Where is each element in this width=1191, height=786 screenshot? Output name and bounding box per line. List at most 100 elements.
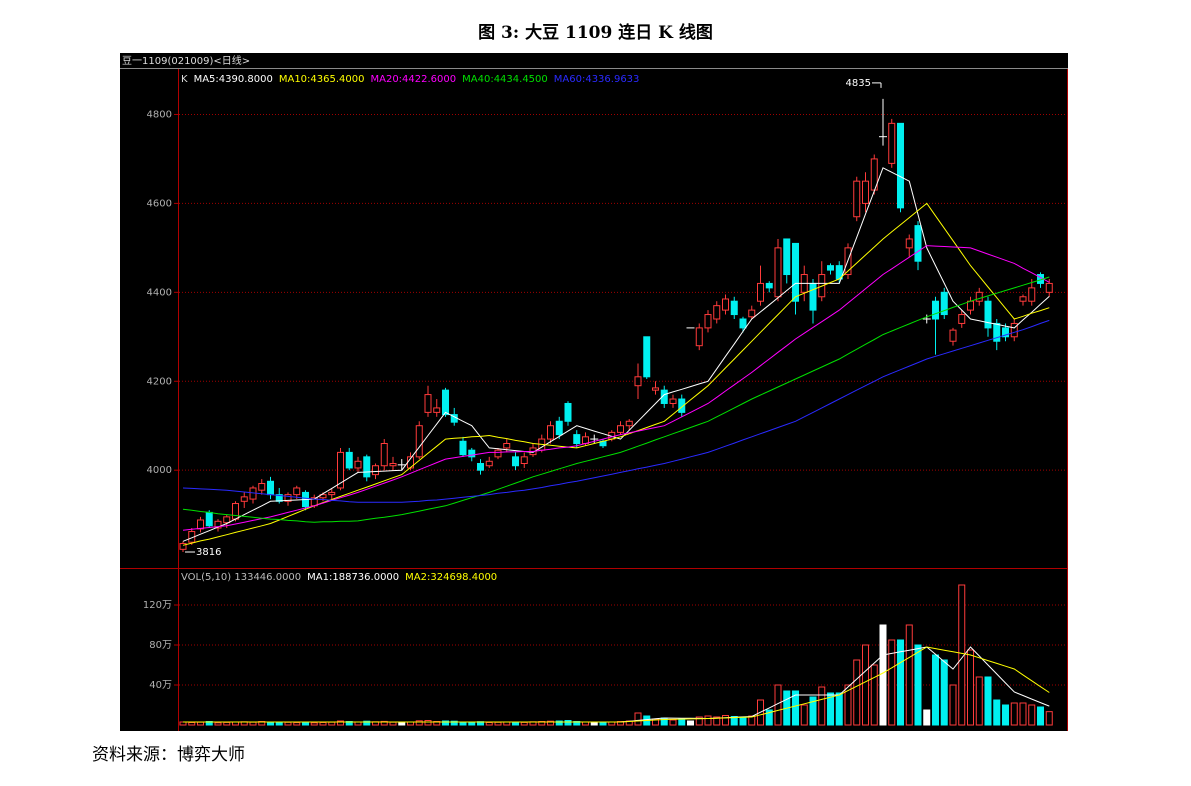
volume-bar [634,712,642,726]
volume-bar [949,684,957,726]
candle-body [669,398,677,404]
volume-bar [442,720,449,726]
volume-bar [835,692,843,726]
candle-body [940,291,948,316]
candle-body [722,298,729,311]
candle-body [914,225,922,262]
volume-bar [695,716,703,726]
candle-body [660,389,668,404]
volume-bar [284,721,292,726]
volume-bar [923,709,931,726]
candle-body [1045,282,1053,293]
volume-bar [512,721,519,726]
volume-bar [897,639,904,726]
volume-bar [1002,704,1009,726]
y-tick-label: 120万 [143,600,172,611]
candle-body [214,520,222,529]
legend-entry: K [181,74,188,85]
candle-body [748,309,756,318]
volume-bar [1028,704,1036,726]
candle-body [730,300,738,316]
volume-bar [678,718,686,726]
volume-bar [844,684,852,726]
volume-bar [730,716,738,726]
volume-bar [932,654,939,726]
volume-bar [853,659,861,726]
candle-body [993,322,1001,342]
candle-body [573,434,581,445]
candle-body [783,238,791,276]
candle-body [240,496,248,502]
y-tick-label: 80万 [149,640,172,651]
volume-bar [197,721,204,726]
y-tick-label: 40万 [149,680,172,691]
candle-body [354,460,362,469]
candle-body [503,443,511,449]
candle-body [967,300,974,311]
candle-body [328,491,336,496]
volume-bar [713,716,721,726]
candle-body [205,511,213,527]
candle-body [433,407,441,413]
candle-body [363,456,371,478]
candle-body [984,300,992,329]
candle-body [345,451,353,469]
volume-bar [564,720,572,726]
candle-body [1028,287,1036,302]
volume-bar [337,720,344,726]
candle-body [827,265,834,271]
volume-bar [389,721,397,726]
volume-bar [547,720,554,726]
candle-body [932,300,939,320]
legend-entry: MA40:4434.4500 [462,74,548,85]
volume-bar [590,722,598,726]
source-note: 资料来源：博弈大师 [92,745,245,765]
volume-bar [450,720,458,726]
candle-body [555,420,563,436]
candle-body [520,456,528,465]
volume-bar [975,676,983,726]
candle-body [232,503,239,520]
legend-entry: MA10:4365.4000 [279,74,365,85]
candle-body [625,420,633,427]
chart-background [120,53,1068,731]
candle-body [975,291,983,302]
volume-bar [687,720,694,726]
candle-body [949,329,957,342]
y-tick-label: 4400 [147,287,172,298]
candle-body [739,318,747,329]
legend-entry: MA2:324698.4000 [405,572,497,583]
volume-bar [765,709,773,726]
volume-bar [1037,706,1044,726]
candle-body [958,314,966,324]
y-tick-label: 4600 [147,198,172,209]
candle-body [695,327,703,347]
volume-bar [599,721,607,726]
candle-body [197,519,204,530]
volume-bar [328,721,336,726]
candle-body [512,456,519,467]
volume-bar [1045,711,1053,726]
candle-body [442,389,449,416]
ma-line [182,245,1050,531]
legend-entry: MA5:4390.8000 [194,74,273,85]
volume-bar [468,721,476,726]
volume-bar [398,722,406,726]
ma-line [182,319,1050,503]
volume-bar [800,704,808,726]
candle-body [267,480,274,496]
volume-bar [993,699,1001,726]
y-tick-label: 4800 [147,109,172,120]
volume-bar [555,720,563,726]
candle-body [652,387,659,391]
candle-body [862,180,869,204]
volume-bar [424,720,432,726]
candle-body [319,494,327,499]
volume-bar [1019,702,1027,726]
volume-bar [809,696,817,726]
volume-bar [792,690,799,726]
volume-bar [223,721,231,726]
volume-bar [940,659,948,726]
legend-entry: MA60:4336.9633 [554,74,640,85]
candle-body [897,122,904,209]
